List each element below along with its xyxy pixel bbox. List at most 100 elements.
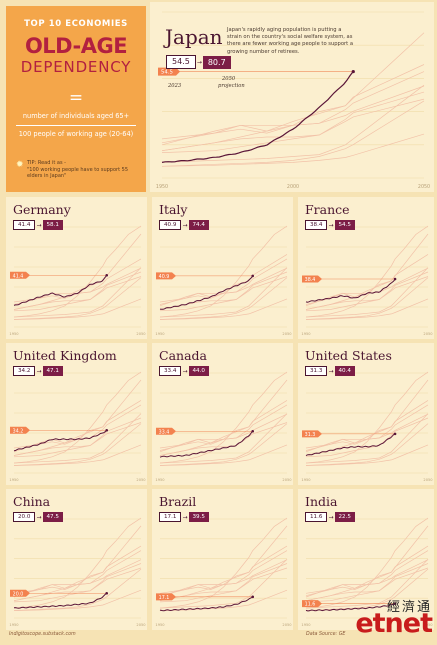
background-line (305, 277, 429, 320)
tag-shape (158, 67, 180, 76)
current-point (251, 429, 255, 433)
background-line (305, 225, 429, 318)
background-line (159, 371, 288, 464)
chart-panel-italy: 40.9 1950 2050 (152, 197, 293, 339)
series-line (305, 278, 396, 303)
background-line (13, 525, 142, 602)
value-badge-uk: 34.2 → 47.1 (13, 366, 63, 376)
background-line (161, 84, 425, 163)
background-series (305, 225, 429, 320)
chart-panel-uk: 34.2 1950 2050 (6, 343, 147, 485)
formula-denominator: 100 people of working age (20-64) (18, 130, 134, 138)
tag-label: 34.2 (13, 428, 24, 434)
background-line (13, 423, 142, 466)
background-line (159, 567, 288, 602)
note-2050-projection: projection (218, 83, 245, 89)
intro-title-top: TOP 10 ECONOMIES (24, 19, 128, 29)
background-line (159, 563, 288, 603)
current-point (393, 432, 397, 436)
background-series (159, 371, 288, 466)
arrow-icon: → (328, 513, 334, 521)
tick-label: 2000 (287, 184, 299, 190)
tag-shape (156, 593, 176, 601)
tip-line: "100 working people have to support 55 (27, 166, 129, 173)
background-line (159, 267, 288, 305)
series-line (13, 275, 108, 306)
background-line (13, 417, 142, 458)
background-line (13, 371, 142, 464)
background-line (161, 100, 425, 167)
chart-title-uk: United Kingdom (13, 348, 117, 363)
background-line (159, 589, 288, 611)
current-point (393, 277, 397, 281)
background-series (305, 517, 429, 611)
background-line (161, 85, 425, 144)
equals-sign: = (68, 88, 84, 108)
background-line (13, 276, 142, 310)
tick-label: 1950 (155, 478, 165, 482)
chart-title-canada: Canada (159, 348, 207, 363)
value-badge-italy: 40.9 → 74.4 (159, 220, 209, 230)
current-point (251, 595, 255, 599)
tick-label: 2050 (282, 332, 292, 336)
chart-panel-france: 38.4 1950 2050 (298, 197, 434, 339)
value-2023: 54.5 (166, 55, 196, 69)
arrow-icon: → (36, 513, 42, 521)
tick-label: 1950 (155, 332, 165, 336)
intro-panel: TOP 10 ECONOMIES OLD-AGE DEPENDENCY = nu… (6, 6, 146, 192)
value-2050: 58.1 (42, 220, 63, 230)
value-2050: 54.5 (334, 220, 355, 230)
value-2050: 22.5 (334, 512, 355, 522)
formula-divider (16, 125, 136, 126)
chart-panel-us: 31.3 1950 2050 (298, 343, 434, 485)
background-line (305, 423, 429, 466)
background-line (13, 271, 142, 312)
arrow-icon: → (182, 513, 188, 521)
current-point (251, 274, 255, 278)
chart-china: 20.0 1950 2050 (9, 517, 146, 627)
tick-label: 2050 (282, 623, 292, 627)
value-2023: 17.1 (159, 512, 182, 522)
current-value-tag: 31.3 (302, 430, 322, 438)
grid (162, 11, 424, 179)
tick-label: 2050 (423, 623, 433, 627)
series-line (13, 592, 107, 609)
background-line (13, 444, 142, 466)
background-line (161, 91, 425, 153)
background-line (305, 298, 429, 320)
background-line (159, 545, 288, 598)
background-line (13, 400, 142, 453)
value-2023: 40.9 (159, 220, 182, 230)
value-2023: 38.4 (305, 220, 328, 230)
chart-title-brazil: Brazil (159, 494, 197, 509)
japan-description: Japan's rapidly aging population is putt… (227, 27, 395, 56)
background-line (159, 559, 288, 597)
background-line (159, 525, 288, 602)
chart-title-france: France (305, 202, 350, 217)
chart-title-germany: Germany (13, 202, 71, 217)
background-line (159, 276, 288, 310)
background-line (305, 413, 429, 451)
background-line (159, 558, 288, 609)
series-line (159, 596, 253, 612)
tag-label: 54.5 (161, 70, 173, 76)
chart-title-india: India (305, 494, 338, 509)
value-2023: 31.3 (305, 366, 328, 376)
tag-shape (10, 426, 30, 434)
background-line (305, 567, 429, 602)
note-2050-year: 2050 (222, 76, 236, 82)
value-2023: 33.4 (159, 366, 182, 376)
tick-label: 1950 (9, 623, 19, 627)
background-line (13, 225, 142, 318)
chart-italy: 40.9 1950 2050 (155, 225, 292, 336)
value-2050: 40.4 (334, 366, 355, 376)
chart-panel-china: 20.0 1950 2050 (6, 489, 147, 630)
value-2050: 39.5 (188, 512, 209, 522)
background-line (159, 254, 288, 307)
series-line (305, 603, 396, 612)
background-line (159, 422, 288, 456)
background-line (159, 413, 288, 464)
tag-label: 20.0 (13, 591, 24, 597)
chart-germany: 41.4 1950 2050 (9, 225, 146, 336)
tick-label: 1950 (156, 184, 168, 190)
